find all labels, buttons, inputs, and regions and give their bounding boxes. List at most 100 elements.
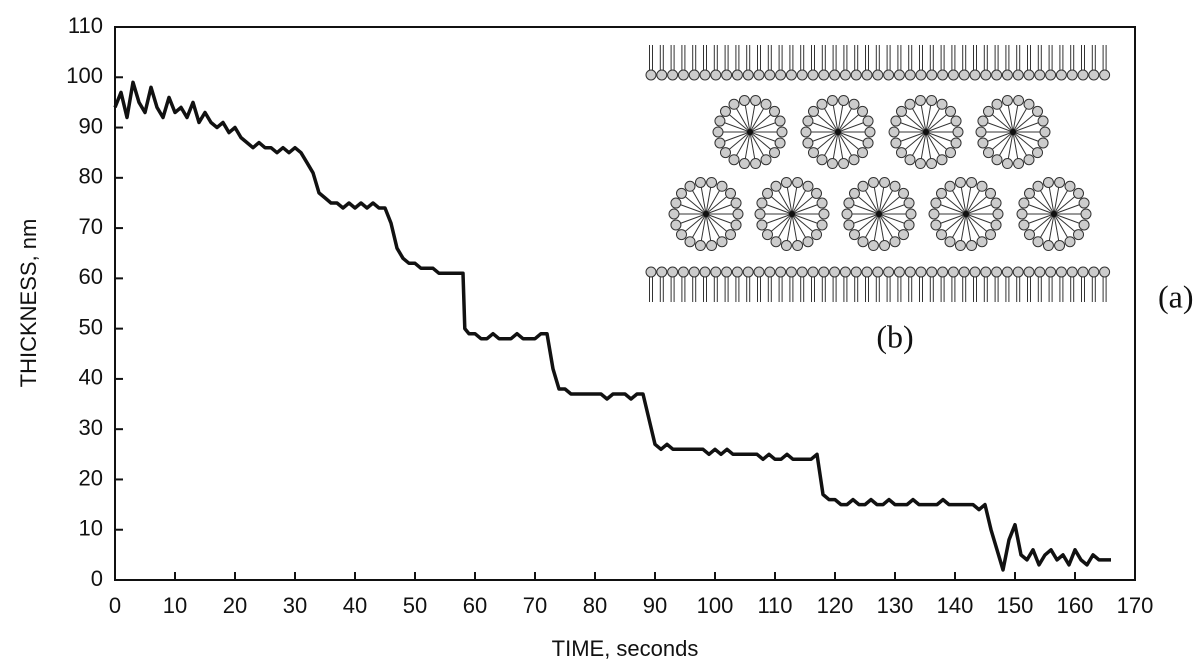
micelle-head (857, 236, 869, 248)
lipid-head (872, 69, 884, 81)
micelle-tail (791, 183, 798, 215)
micelle-head (816, 197, 828, 209)
micelle-tail (744, 131, 751, 163)
micelle-head (1042, 176, 1054, 188)
lipid-head (839, 266, 851, 278)
micelle-head (904, 98, 916, 110)
micelle-tail (734, 104, 751, 133)
lipid-head (947, 69, 959, 81)
micelle-head (879, 176, 891, 188)
y-tick-label: 90 (79, 113, 103, 138)
micelle-tail (910, 131, 927, 160)
lipid-head (1077, 266, 1089, 278)
micelle-tail (1048, 213, 1055, 245)
micelle-head (706, 176, 718, 188)
micelle-tail (791, 186, 808, 215)
micelle-tail (965, 186, 982, 215)
micelle-head (1032, 105, 1044, 117)
lipid-head (1066, 266, 1078, 278)
lipid-head (861, 266, 873, 278)
micelle-head (675, 229, 687, 241)
micelle-head (857, 180, 869, 192)
micelle-head (848, 154, 860, 166)
lipid-head (645, 69, 657, 81)
micelle-head (950, 137, 962, 149)
lipid-head (904, 69, 916, 81)
micelle-head (818, 208, 830, 220)
micelle-tail (705, 213, 722, 242)
micelle-tail (936, 202, 967, 215)
lipid-head (775, 266, 787, 278)
micelle-tail (791, 213, 798, 245)
data-line (113, 80, 1111, 572)
micelle-head (811, 229, 823, 241)
micelle-head (1037, 115, 1049, 127)
micelle-head (838, 94, 850, 106)
micelle-tail (854, 193, 880, 215)
micelle-head (848, 187, 860, 199)
micelle-head (816, 154, 828, 166)
y-tick-label: 10 (79, 516, 103, 541)
micelle-tail (813, 111, 839, 133)
lipid-head (969, 266, 981, 278)
lipid-head (677, 69, 689, 81)
y-tick-label: 60 (79, 264, 103, 289)
lipid-head (937, 69, 949, 81)
micelle-head (1064, 236, 1076, 248)
micelle-tail (1048, 183, 1055, 215)
lipid-head (883, 266, 895, 278)
micelle-tail (749, 131, 775, 153)
micelle-tail (749, 120, 780, 133)
lipid-head (872, 266, 884, 278)
micelle-tail (997, 131, 1014, 160)
micelle-tail (749, 131, 756, 163)
micelle-head (800, 126, 812, 138)
micelle-tail (925, 101, 932, 133)
micelle-head (684, 236, 696, 248)
x-tick-label: 60 (463, 593, 487, 618)
micelle-tail (791, 213, 808, 242)
micelle-tail (749, 104, 766, 133)
lipid-head (699, 69, 711, 81)
micelle-head (684, 180, 696, 192)
micelle-head (889, 236, 901, 248)
micelle-head (976, 180, 988, 192)
micelle-tail (965, 183, 972, 215)
micelle-tail (705, 193, 731, 215)
micelle-head (725, 229, 737, 241)
micelle-head (889, 180, 901, 192)
micelle-tail (791, 193, 817, 215)
lipid-head (1055, 266, 1067, 278)
lipid-head (1023, 266, 1035, 278)
lipid-head (915, 69, 927, 81)
micelle-head (694, 176, 706, 188)
lipid-head (731, 69, 743, 81)
micelle-head (879, 240, 891, 252)
micelle-head (944, 180, 956, 192)
micelle-head (1032, 236, 1044, 248)
lipid-head (688, 69, 700, 81)
micelle-core (1051, 211, 1057, 217)
micelle-tail (749, 131, 766, 160)
micelle-tail (832, 101, 839, 133)
lipid-head (710, 266, 722, 278)
micelle-tail (878, 183, 885, 215)
micelle-head (945, 147, 957, 159)
micelle-tail (734, 131, 751, 160)
lipid-head (667, 266, 679, 278)
lipid-head (807, 69, 819, 81)
micelle-head (848, 229, 860, 241)
micelle-head (985, 229, 997, 241)
lipid-head (656, 69, 668, 81)
y-tick-label: 0 (91, 566, 103, 591)
micelle-head (826, 158, 838, 170)
micelle-head (1042, 240, 1054, 252)
micelle-head (792, 240, 804, 252)
micelle-tail (786, 183, 793, 215)
x-tick-label: 30 (283, 593, 307, 618)
micelle-head (857, 105, 869, 117)
micelle-core (963, 211, 969, 217)
micelle-tail (983, 120, 1014, 133)
x-tick-label: 80 (583, 593, 607, 618)
micelle-head (1032, 180, 1044, 192)
